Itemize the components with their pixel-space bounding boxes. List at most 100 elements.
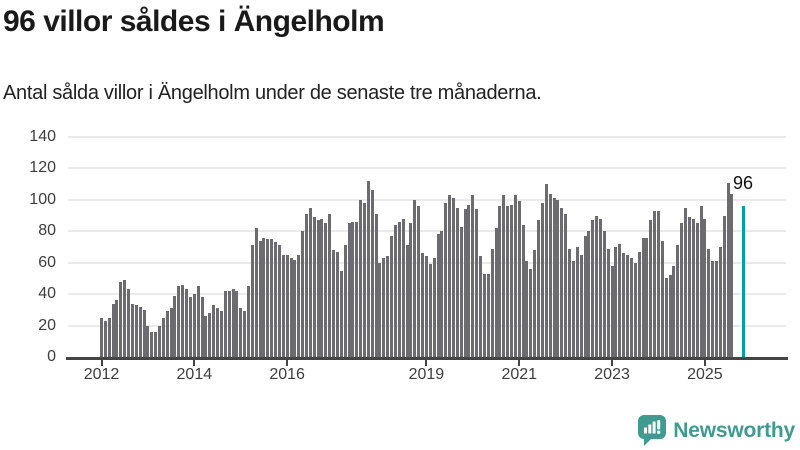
- bar: [529, 269, 533, 357]
- x-axis-tick: [193, 359, 196, 366]
- y-axis-label: 0: [47, 348, 56, 365]
- bar: [687, 217, 691, 357]
- bar: [119, 281, 123, 357]
- bar: [618, 243, 622, 357]
- bar: [556, 199, 560, 357]
- bar: [722, 215, 726, 357]
- bar: [235, 291, 239, 357]
- chart-subtitle: Antal sålda villor i Ängelholm under de …: [3, 82, 542, 104]
- bar: [471, 195, 475, 357]
- bar: [695, 223, 699, 357]
- grid-line: [68, 136, 786, 138]
- bar: [173, 295, 177, 357]
- bar: [564, 214, 568, 357]
- bar: [498, 206, 502, 357]
- bar: [513, 195, 517, 357]
- bar: [726, 182, 730, 357]
- x-axis-label: 2012: [83, 366, 120, 383]
- bar: [328, 214, 332, 357]
- bar: [591, 220, 595, 357]
- bar: [715, 261, 718, 357]
- bar: [459, 226, 463, 357]
- bar: [111, 303, 115, 357]
- highlight-bar: [742, 206, 746, 357]
- bar: [138, 306, 142, 357]
- bar: [308, 207, 312, 357]
- bar: [254, 228, 258, 357]
- bar: [192, 294, 196, 357]
- newsworthy-logo-text: Newsworthy: [673, 418, 795, 442]
- bar: [428, 264, 432, 357]
- bar: [293, 259, 297, 357]
- bar: [212, 305, 216, 357]
- bar: [730, 193, 734, 357]
- bar: [432, 258, 436, 357]
- bar: [405, 245, 409, 357]
- newsworthy-logo-icon: [638, 415, 667, 446]
- bar: [510, 204, 513, 357]
- bar: [417, 206, 421, 357]
- x-axis-tick: [100, 359, 103, 366]
- headline: 96 villor såldes i Ängelholm: [3, 5, 385, 38]
- y-axis-label: 100: [29, 190, 56, 208]
- bar: [231, 289, 235, 357]
- x-axis-label: 2021: [501, 366, 538, 383]
- bar: [444, 203, 448, 357]
- bar: [490, 248, 494, 357]
- grid-line: [68, 198, 786, 201]
- bar: [169, 308, 173, 357]
- bar: [297, 254, 301, 357]
- bar: [506, 206, 510, 357]
- x-axis-label: 2014: [176, 366, 213, 383]
- bar: [301, 231, 305, 357]
- bar: [552, 198, 556, 357]
- y-axis-label: 40: [38, 285, 56, 303]
- bar: [463, 209, 467, 357]
- bar: [537, 220, 541, 357]
- bar: [610, 265, 614, 357]
- bar: [397, 221, 401, 357]
- bar: [161, 317, 165, 357]
- bar: [718, 247, 722, 357]
- bar: [544, 184, 548, 357]
- bar: [312, 217, 316, 357]
- x-axis-tick: [611, 359, 614, 366]
- bar: [451, 198, 455, 357]
- bar: [598, 218, 602, 357]
- bar: [707, 248, 711, 357]
- bar: [579, 254, 583, 357]
- x-axis-tick: [703, 359, 706, 366]
- bar: [575, 247, 579, 357]
- bar: [355, 221, 359, 357]
- bar: [486, 273, 490, 357]
- bar: [711, 261, 715, 357]
- bar: [223, 291, 227, 357]
- bar: [266, 239, 270, 357]
- x-axis-tick: [425, 359, 428, 366]
- bar: [676, 245, 680, 357]
- bar: [158, 325, 162, 357]
- bar: [165, 311, 169, 357]
- y-axis-label: 140: [29, 128, 56, 145]
- bar: [699, 206, 703, 357]
- bar: [614, 247, 618, 357]
- x-axis-label: 2016: [269, 366, 305, 383]
- bar: [316, 220, 320, 357]
- x-axis-label: 2025: [687, 366, 723, 383]
- bar: [502, 195, 506, 357]
- bar: [540, 203, 544, 357]
- bar: [246, 286, 250, 357]
- x-axis-label: 2019: [408, 366, 445, 383]
- bar: [664, 278, 668, 357]
- bar: [436, 234, 440, 357]
- bar: [370, 190, 374, 357]
- bar: [606, 248, 610, 357]
- bar: [626, 254, 630, 357]
- highlight-value-label: 96: [733, 173, 754, 193]
- bar: [533, 250, 537, 357]
- bar: [270, 239, 274, 357]
- bar: [560, 207, 564, 357]
- bar: [146, 325, 150, 357]
- bar: [100, 317, 103, 357]
- bar: [440, 231, 444, 357]
